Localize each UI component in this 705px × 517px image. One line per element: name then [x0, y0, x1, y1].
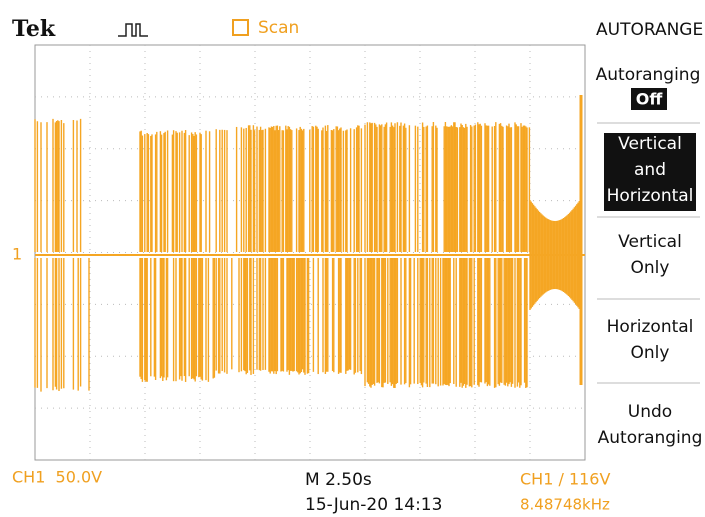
- menu-item-text: Only: [631, 258, 670, 278]
- ch1-scale: CH1 50.0V: [12, 468, 102, 487]
- menu-item-text: Only: [631, 343, 670, 363]
- menu-item-text: Horizontal: [607, 186, 694, 206]
- menu-item-text: and: [634, 160, 666, 180]
- menu-item-text: Vertical: [618, 134, 682, 154]
- frequency: 8.48748kHz: [520, 496, 610, 514]
- menu-item-text: Horizontal: [607, 317, 694, 337]
- menu-item-text: Undo: [628, 402, 672, 422]
- datetime: 15-Jun-20 14:13: [305, 495, 442, 515]
- trigger: CH1 / 116V: [520, 470, 610, 489]
- brand: Tek: [12, 16, 56, 42]
- page: Tek Scan AUTORANGE 1 Autoranging Off Ver…: [0, 0, 705, 517]
- channel-marker: 1: [12, 245, 22, 264]
- mode: Scan: [258, 18, 299, 38]
- menu-title: AUTORANGE: [596, 20, 703, 40]
- menu-state: Off: [636, 90, 664, 109]
- menu-item-text: Autoranging: [598, 428, 703, 448]
- scope-screen: Tek Scan AUTORANGE 1 Autoranging Off Ver…: [0, 0, 705, 517]
- menu-label: Autoranging: [596, 65, 701, 85]
- timebase: M 2.50s: [305, 470, 372, 490]
- menu-item-text: Vertical: [618, 232, 682, 252]
